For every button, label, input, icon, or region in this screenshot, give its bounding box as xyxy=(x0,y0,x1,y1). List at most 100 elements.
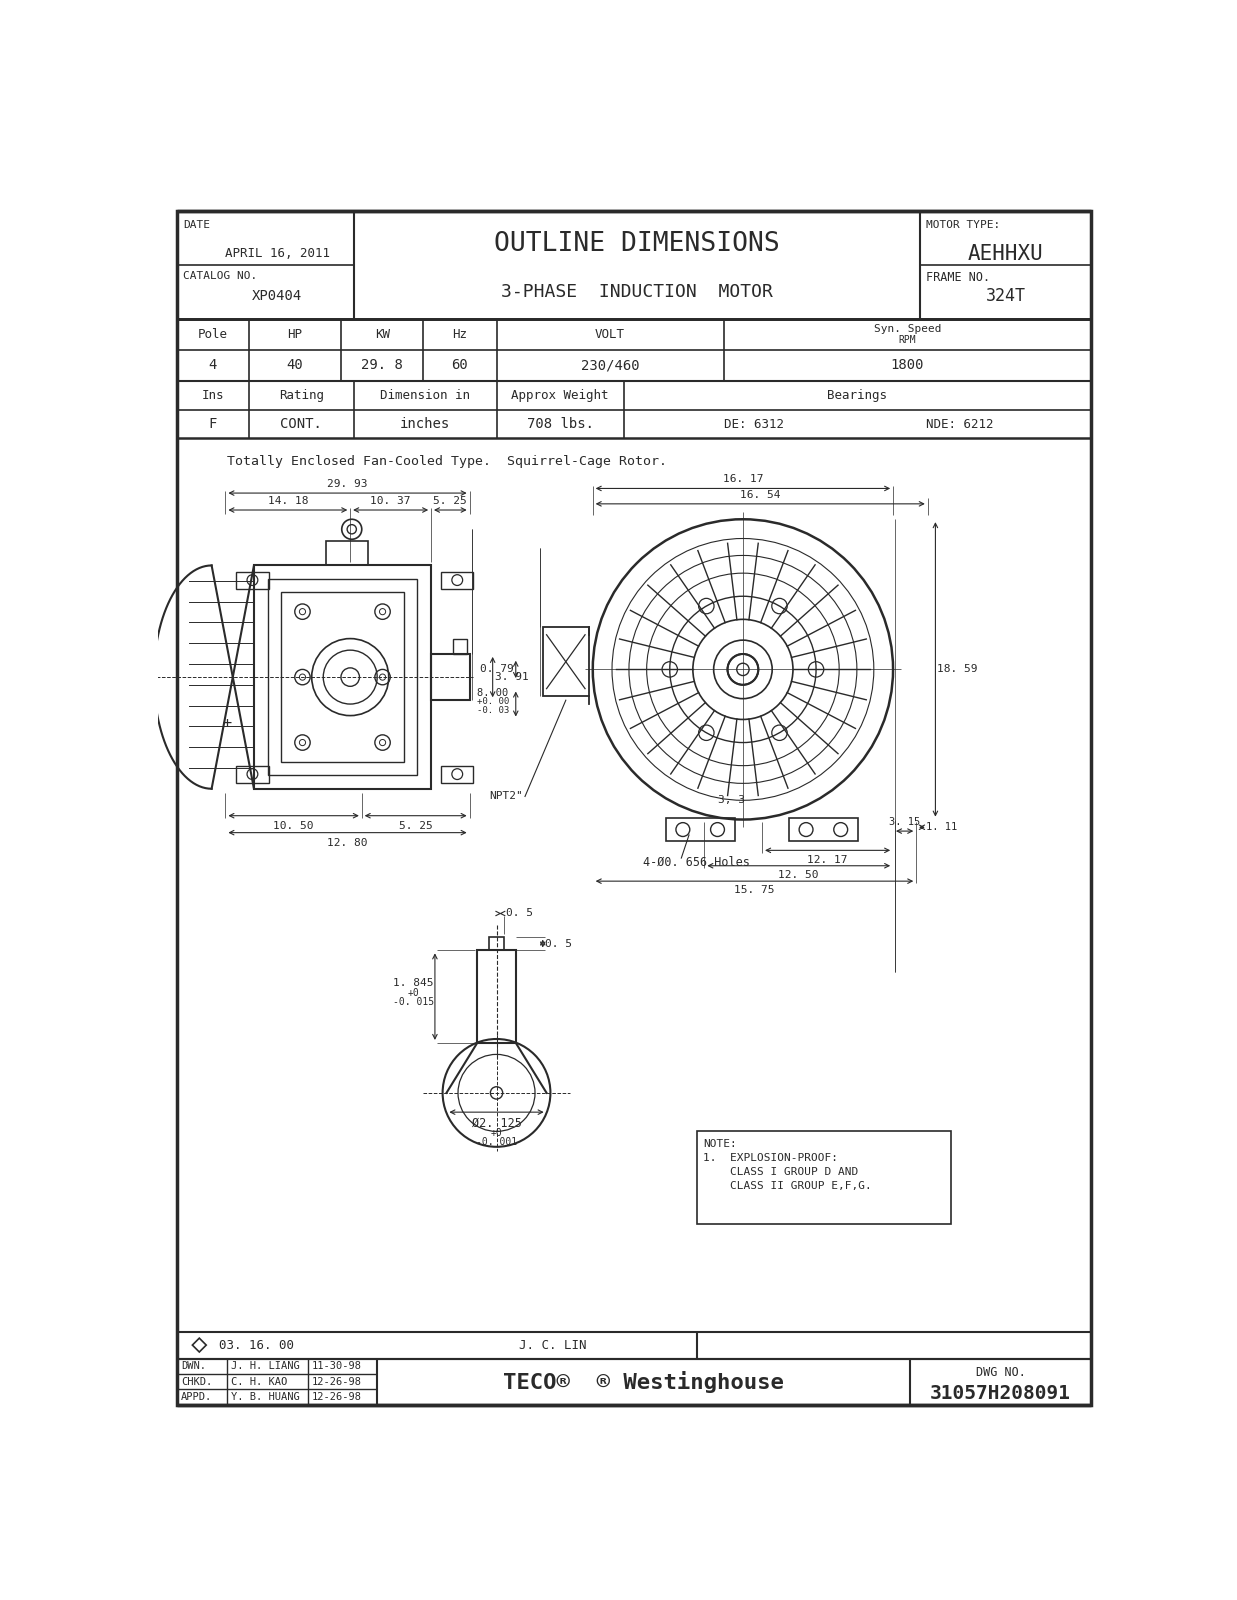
Text: 16. 54: 16. 54 xyxy=(740,490,781,499)
Text: 11-30-98: 11-30-98 xyxy=(312,1362,361,1371)
Text: 1.  EXPLOSION-PROOF:: 1. EXPLOSION-PROOF: xyxy=(703,1154,837,1163)
Text: 29. 8: 29. 8 xyxy=(361,358,403,373)
Bar xyxy=(666,818,735,842)
Text: KW: KW xyxy=(375,328,390,341)
Text: NDE: 6212: NDE: 6212 xyxy=(927,418,993,430)
Text: Approx Weight: Approx Weight xyxy=(511,389,609,402)
Text: 16. 17: 16. 17 xyxy=(722,474,763,485)
Text: FRAME NO.: FRAME NO. xyxy=(927,272,991,285)
Text: Totally Enclosed Fan-Cooled Type.  Squirrel-Cage Rotor.: Totally Enclosed Fan-Cooled Type. Squirr… xyxy=(228,454,667,467)
Bar xyxy=(442,766,474,782)
Text: DATE: DATE xyxy=(183,221,210,230)
Text: 10. 37: 10. 37 xyxy=(370,496,411,506)
Text: MOTOR TYPE:: MOTOR TYPE: xyxy=(927,221,1001,230)
Text: 12. 17: 12. 17 xyxy=(808,854,847,864)
Text: 14. 18: 14. 18 xyxy=(267,496,308,506)
Text: DWN.: DWN. xyxy=(181,1362,205,1371)
Text: APRIL 16, 2011: APRIL 16, 2011 xyxy=(225,246,329,261)
Bar xyxy=(789,818,858,842)
Text: +0: +0 xyxy=(491,1128,502,1138)
Text: 1. 845: 1. 845 xyxy=(393,978,434,987)
Text: C. H. KAO: C. H. KAO xyxy=(231,1376,287,1387)
Text: 29. 93: 29. 93 xyxy=(328,478,367,490)
Text: 60: 60 xyxy=(452,358,469,373)
Text: -0. 03: -0. 03 xyxy=(476,706,508,715)
Text: 12. 50: 12. 50 xyxy=(778,870,819,880)
Text: 03. 16. 00: 03. 16. 00 xyxy=(219,1339,294,1352)
Text: DWG NO.: DWG NO. xyxy=(976,1366,1025,1379)
Bar xyxy=(236,766,268,782)
Bar xyxy=(442,571,474,589)
Text: CATALOG NO.: CATALOG NO. xyxy=(183,272,257,282)
Text: J. H. LIANG: J. H. LIANG xyxy=(231,1362,299,1371)
Text: +0. 00: +0. 00 xyxy=(476,698,508,706)
Bar xyxy=(325,541,367,565)
Text: Ø2. 125: Ø2. 125 xyxy=(471,1117,522,1130)
Text: 708 lbs.: 708 lbs. xyxy=(527,418,594,430)
Text: -0. 015: -0. 015 xyxy=(393,997,434,1006)
Text: 1. 11: 1. 11 xyxy=(927,822,957,832)
Bar xyxy=(454,638,468,654)
Bar xyxy=(489,936,505,950)
Text: 12. 80: 12. 80 xyxy=(328,838,367,848)
Text: 0. 79: 0. 79 xyxy=(480,664,513,675)
Bar xyxy=(430,654,470,701)
Text: Ins: Ins xyxy=(202,389,224,402)
Text: Syn. Speed: Syn. Speed xyxy=(873,325,941,334)
Bar xyxy=(268,579,417,774)
Text: CHKD.: CHKD. xyxy=(181,1376,212,1387)
Text: 31057H208091: 31057H208091 xyxy=(930,1384,1071,1403)
Text: Y. B. HUANG: Y. B. HUANG xyxy=(231,1392,299,1402)
Text: AEHHXU: AEHHXU xyxy=(967,243,1043,264)
Bar xyxy=(477,950,516,1043)
Text: APPD.: APPD. xyxy=(181,1392,212,1402)
Text: TECO®  ® Westinghouse: TECO® ® Westinghouse xyxy=(503,1371,784,1392)
Text: +0: +0 xyxy=(407,987,419,998)
Text: 15. 75: 15. 75 xyxy=(735,885,774,896)
Text: 230/460: 230/460 xyxy=(581,358,640,373)
Text: 4-Ø0. 656 Holes: 4-Ø0. 656 Holes xyxy=(643,856,750,869)
Text: 5. 25: 5. 25 xyxy=(398,821,433,832)
Text: 3. 15: 3. 15 xyxy=(889,818,920,827)
Text: 3-PHASE  INDUCTION  MOTOR: 3-PHASE INDUCTION MOTOR xyxy=(501,283,773,301)
Text: 18. 59: 18. 59 xyxy=(936,664,977,675)
Text: CLASS II GROUP E,F,G.: CLASS II GROUP E,F,G. xyxy=(703,1181,872,1190)
Text: NPT2": NPT2" xyxy=(490,792,523,802)
Text: Dimension in: Dimension in xyxy=(380,389,470,402)
Text: 3. 91: 3. 91 xyxy=(495,672,528,682)
Text: VOLT: VOLT xyxy=(595,328,625,341)
Text: Pole: Pole xyxy=(198,328,228,341)
Bar xyxy=(543,627,589,696)
Text: CLASS I GROUP D AND: CLASS I GROUP D AND xyxy=(703,1166,858,1178)
Bar xyxy=(696,1131,951,1224)
Text: 4: 4 xyxy=(209,358,216,373)
Text: +: + xyxy=(223,715,231,731)
Text: XP0404: XP0404 xyxy=(252,290,302,302)
Text: -0. 001: -0. 001 xyxy=(476,1138,517,1147)
Bar xyxy=(254,565,430,789)
Text: OUTLINE DIMENSIONS: OUTLINE DIMENSIONS xyxy=(494,230,779,256)
Text: 10. 50: 10. 50 xyxy=(273,821,314,832)
Text: 3, 3: 3, 3 xyxy=(717,795,745,805)
Text: DE: 6312: DE: 6312 xyxy=(725,418,784,430)
Text: 40: 40 xyxy=(287,358,303,373)
Bar xyxy=(236,571,268,589)
Text: NOTE:: NOTE: xyxy=(703,1139,736,1149)
Text: 0. 5: 0. 5 xyxy=(506,909,533,918)
Text: RPM: RPM xyxy=(898,334,917,346)
Text: J. C. LIN: J. C. LIN xyxy=(518,1339,586,1352)
Text: 12-26-98: 12-26-98 xyxy=(312,1392,361,1402)
Text: 8. 00: 8. 00 xyxy=(477,688,508,698)
Text: Rating: Rating xyxy=(278,389,324,402)
Text: Bearings: Bearings xyxy=(828,389,887,402)
Text: 1800: 1800 xyxy=(891,358,924,373)
Text: Hz: Hz xyxy=(453,328,468,341)
Bar xyxy=(281,592,404,762)
Text: CONT.: CONT. xyxy=(281,418,323,430)
Text: 5. 25: 5. 25 xyxy=(433,496,468,506)
Text: 0. 5: 0. 5 xyxy=(544,939,571,949)
Text: inches: inches xyxy=(400,418,450,430)
Text: 12-26-98: 12-26-98 xyxy=(312,1376,361,1387)
Text: HP: HP xyxy=(287,328,302,341)
Text: F: F xyxy=(209,418,216,430)
